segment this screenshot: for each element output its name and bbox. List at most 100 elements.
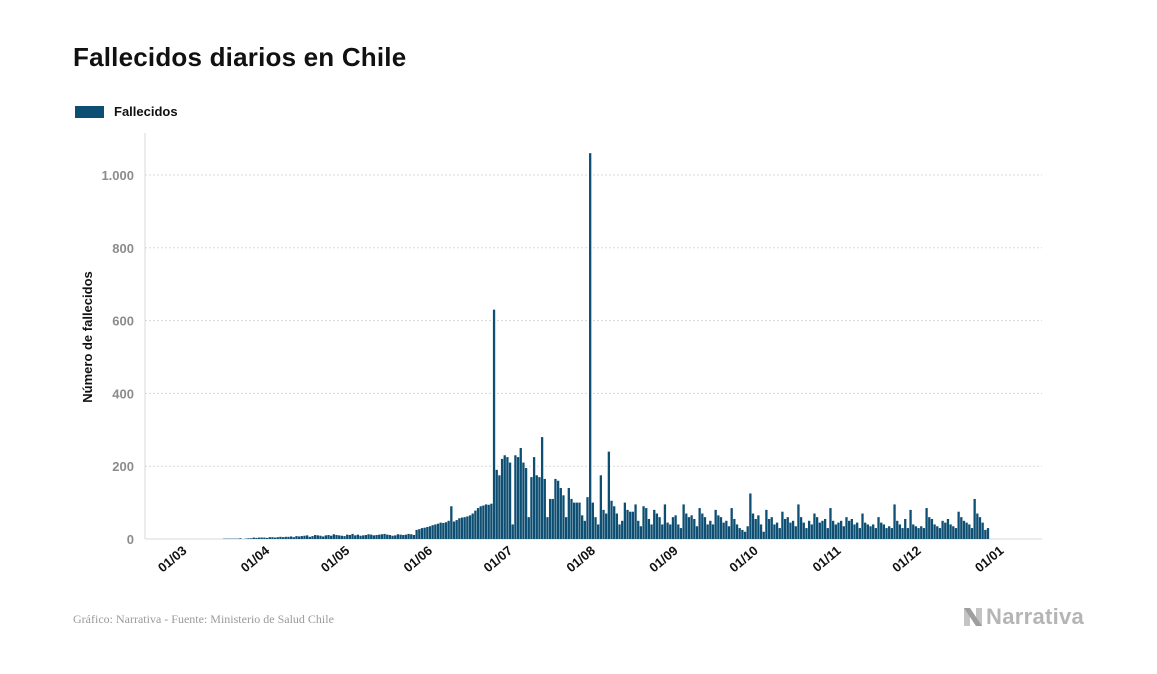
bar xyxy=(610,500,613,539)
bar xyxy=(874,528,878,539)
bar xyxy=(458,518,461,539)
bar xyxy=(522,462,525,539)
bar xyxy=(765,509,768,539)
bar xyxy=(279,536,282,539)
bar xyxy=(645,508,648,539)
bar xyxy=(730,508,733,539)
bar xyxy=(249,538,253,539)
bar xyxy=(535,475,538,539)
bar xyxy=(514,455,517,539)
bar xyxy=(490,503,493,539)
bar xyxy=(821,520,824,539)
bar xyxy=(508,462,512,539)
bar xyxy=(327,534,330,539)
bar xyxy=(773,524,776,539)
bar xyxy=(383,533,386,539)
bar xyxy=(573,502,576,539)
x-tick-label: 01/05 xyxy=(318,543,353,575)
y-tick-label: 600 xyxy=(112,314,134,329)
bar xyxy=(554,478,557,539)
bar xyxy=(872,524,875,539)
bar xyxy=(834,524,837,539)
bar xyxy=(954,528,958,539)
bar xyxy=(463,517,466,539)
bar xyxy=(701,513,704,539)
bar xyxy=(674,515,677,539)
bar xyxy=(516,457,520,539)
bar xyxy=(858,528,861,539)
bar xyxy=(532,457,536,539)
bar xyxy=(602,509,605,539)
bar xyxy=(538,477,541,539)
bar xyxy=(930,518,934,539)
bar xyxy=(356,534,360,539)
bar xyxy=(546,517,549,539)
bar xyxy=(725,520,728,539)
bar xyxy=(789,522,792,539)
bar xyxy=(637,520,640,539)
bar xyxy=(786,517,789,539)
bar xyxy=(719,517,723,539)
bar xyxy=(815,517,819,539)
bar xyxy=(946,518,950,539)
bar xyxy=(682,504,685,539)
chart-title: Fallecidos diarios en Chile xyxy=(73,42,407,72)
legend-label: Fallecidos xyxy=(114,104,178,119)
bar xyxy=(781,511,784,539)
bar xyxy=(271,537,274,539)
bar xyxy=(324,535,327,539)
bar xyxy=(268,537,271,539)
bar xyxy=(396,534,400,539)
bar xyxy=(925,508,928,539)
bar xyxy=(626,509,629,539)
bar xyxy=(367,534,370,539)
bar xyxy=(476,508,480,539)
x-tick-label: 01/04 xyxy=(238,542,273,575)
bar xyxy=(807,520,811,539)
bar xyxy=(404,534,408,539)
bar xyxy=(767,518,771,539)
bar xyxy=(338,535,341,539)
brand-name: Narrativa xyxy=(986,604,1085,629)
bar xyxy=(420,528,424,539)
bar xyxy=(928,517,931,539)
bar xyxy=(335,534,338,539)
bar xyxy=(399,534,402,539)
legend-swatch xyxy=(75,105,104,118)
bar xyxy=(281,537,285,539)
bar xyxy=(348,534,352,539)
bar xyxy=(498,475,501,539)
bar xyxy=(543,478,546,539)
bar xyxy=(370,534,373,539)
bar xyxy=(407,533,410,539)
bar xyxy=(439,522,442,539)
bar xyxy=(581,515,584,539)
bar xyxy=(597,524,600,539)
bar xyxy=(578,502,581,539)
bar xyxy=(679,528,683,539)
bar xyxy=(562,495,565,539)
bar xyxy=(866,524,869,539)
bar xyxy=(818,522,821,539)
bar xyxy=(503,455,506,539)
bar xyxy=(810,524,813,539)
bar xyxy=(570,498,573,539)
bar xyxy=(316,535,319,539)
bar xyxy=(402,534,405,539)
bar xyxy=(709,520,712,539)
y-tick-label: 400 xyxy=(112,386,134,401)
bar xyxy=(621,520,624,539)
bar xyxy=(711,524,715,539)
bar xyxy=(340,535,344,539)
bar xyxy=(885,528,888,539)
bar xyxy=(677,524,680,539)
bar xyxy=(594,517,597,539)
bar xyxy=(556,480,560,539)
y-tick-label: 200 xyxy=(112,459,134,474)
bar xyxy=(933,524,936,539)
bar xyxy=(898,524,902,539)
bar xyxy=(447,520,450,539)
bar xyxy=(631,511,635,539)
bar xyxy=(265,537,269,539)
bar xyxy=(586,497,589,539)
